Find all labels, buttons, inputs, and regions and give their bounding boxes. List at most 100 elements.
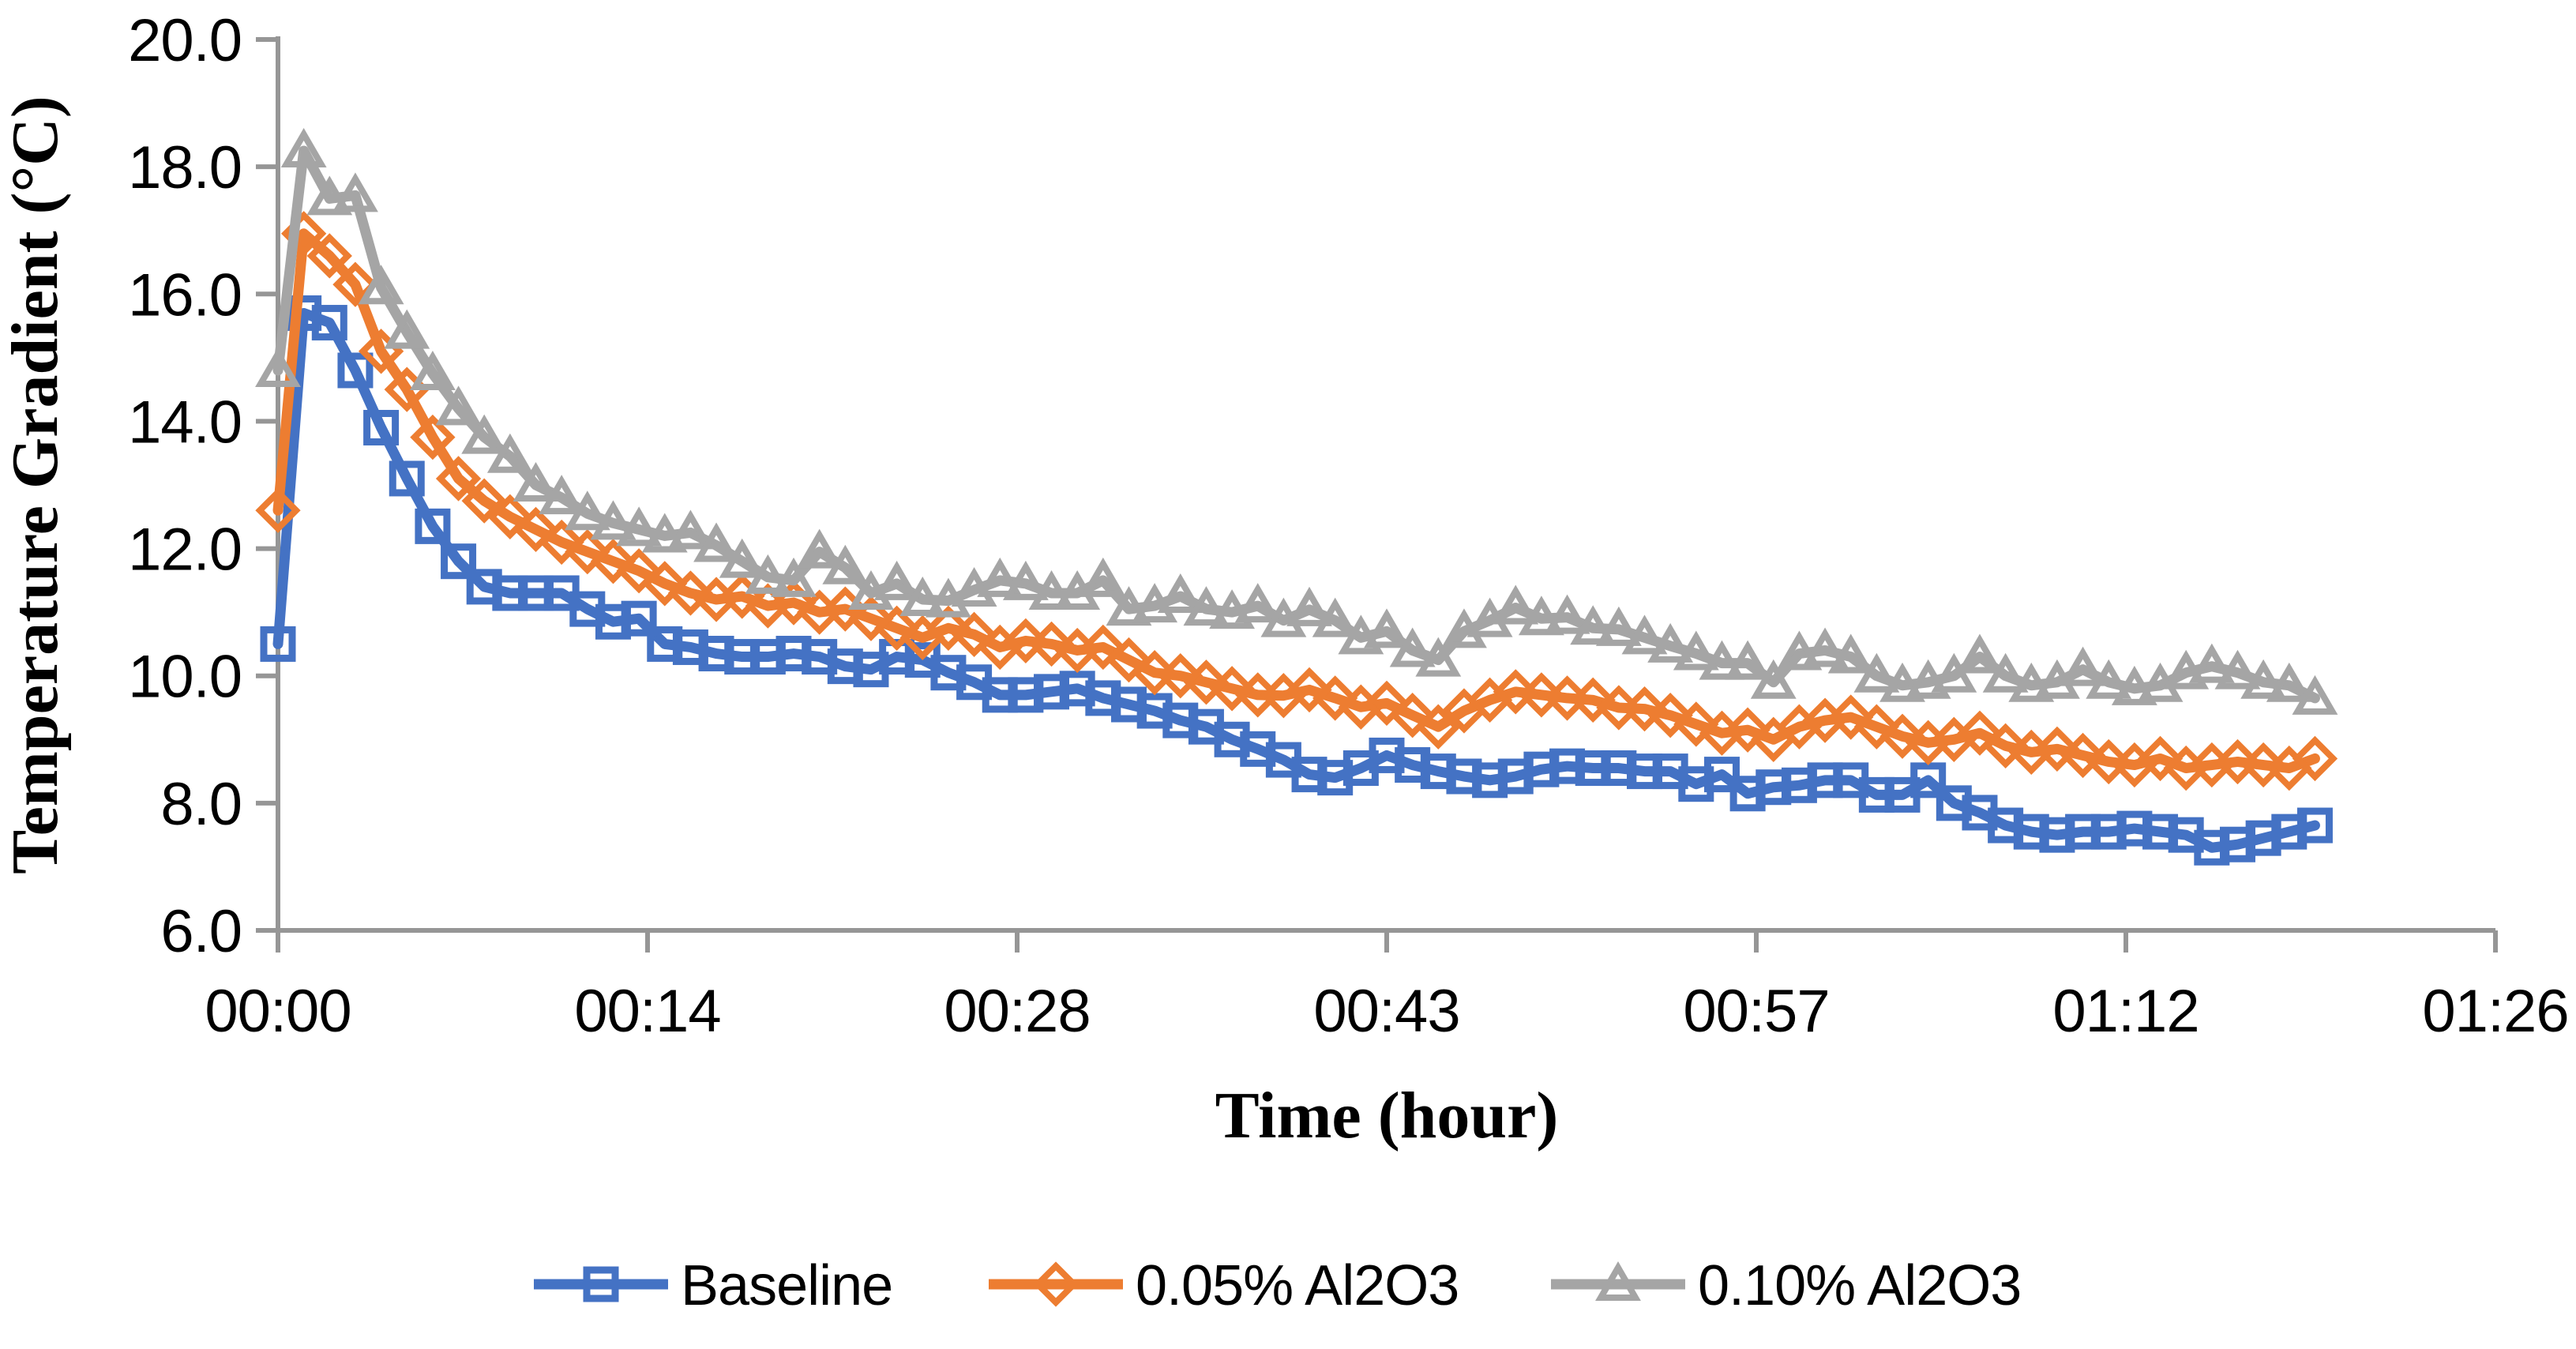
legend-item-baseline: Baseline [534, 1254, 893, 1317]
diamond-marker [1312, 675, 1358, 721]
diamond-marker [2240, 742, 2286, 788]
diamond-marker [1982, 723, 2029, 768]
triangle-marker [1957, 633, 2003, 674]
square-marker [389, 460, 425, 497]
y-tick-label: 18.0 [128, 134, 242, 201]
triangle-marker [1750, 659, 1797, 699]
diamond-marker [848, 596, 894, 641]
diamond-marker [2060, 732, 2106, 779]
triangle-marker [1595, 1261, 1641, 1301]
triangle-marker [1106, 586, 1152, 626]
triangle-marker [1234, 583, 1281, 623]
triangle-marker [486, 433, 533, 473]
triangle-marker [977, 557, 1023, 597]
diamond-marker [1673, 701, 1719, 747]
y-tick-label: 10.0 [128, 644, 242, 711]
triangle-marker [1570, 605, 1617, 645]
triangle-marker [564, 490, 610, 531]
triangle-marker [1827, 633, 1874, 674]
y-tick-label: 20.0 [128, 7, 242, 74]
diamond-marker [1519, 672, 1564, 718]
triangle-marker [1982, 652, 2029, 693]
square-marker [415, 508, 451, 544]
square-marker [363, 409, 400, 445]
square-marker [441, 543, 477, 580]
diamond-marker [1080, 624, 1126, 671]
triangle-marker [1673, 630, 1719, 671]
diamond-marker [487, 494, 533, 539]
diamond-marker [590, 539, 636, 584]
y-axis-title: Temperature Gradient (°C) [0, 96, 72, 874]
triangle-marker [2060, 646, 2106, 686]
triangle-marker [1415, 637, 1462, 677]
triangle-marker [771, 557, 817, 597]
y-tick-label: 12.0 [128, 517, 242, 584]
legend-label: 0.10% Al2O3 [1698, 1254, 2021, 1317]
triangle-marker [2188, 643, 2235, 683]
diamond-marker [1033, 1261, 1079, 1307]
triangle-marker [1905, 659, 1951, 699]
triangle-marker [1286, 586, 1332, 626]
triangle-marker [641, 513, 688, 553]
square-marker [337, 352, 374, 389]
x-tick-label: 00:43 [1313, 978, 1459, 1045]
triangle-marker [1389, 627, 1436, 667]
triangle-marker [2214, 649, 2261, 690]
y-tick-label: 8.0 [160, 771, 242, 838]
diamond-marker [332, 261, 378, 307]
triangle-marker [693, 522, 740, 562]
triangle-marker [822, 544, 869, 584]
triangle-marker [590, 500, 636, 540]
square-marker [1703, 757, 1740, 793]
triangle-marker [332, 172, 378, 212]
triangle-marker [1647, 622, 1694, 663]
square-marker [2296, 807, 2333, 844]
x-tick-label: 00:28 [944, 978, 1090, 1045]
diamond-marker [1364, 680, 1410, 727]
triangle-marker [1157, 573, 1204, 613]
diamond-marker [667, 570, 714, 616]
series-markers [255, 211, 2338, 791]
series-baseline [260, 295, 2333, 866]
y-tick-label: 6.0 [160, 898, 242, 965]
triangle-marker [1776, 630, 1823, 671]
diamond-marker [873, 605, 920, 651]
triangle-marker [2292, 674, 2338, 715]
triangle-marker [306, 175, 353, 216]
square-marker [621, 600, 657, 637]
series-0-05-al2o3 [255, 211, 2338, 791]
diamond-marker [461, 478, 507, 524]
triangle-marker [1544, 594, 1590, 634]
diamond-marker [1879, 713, 1925, 759]
diamond-marker [1132, 650, 1177, 696]
diamond-marker [1106, 637, 1152, 683]
diamond-marker [2086, 738, 2131, 785]
diamond-marker [1725, 707, 1771, 753]
series-markers [260, 295, 2333, 866]
series-0-10-al2o3 [255, 128, 2338, 715]
diamond-marker [1415, 704, 1461, 750]
triangle-marker [513, 462, 559, 502]
y-tick-label: 14.0 [128, 389, 242, 456]
square-marker [311, 305, 347, 341]
triangle-marker [1002, 560, 1049, 600]
diamond-marker [1621, 686, 1668, 732]
triangle-marker [796, 528, 843, 569]
triangle-marker [2086, 659, 2132, 699]
triangle-marker [2266, 662, 2312, 702]
diamond-marker [1286, 667, 1332, 713]
diamond-marker [435, 456, 482, 502]
triangle-marker [899, 577, 946, 617]
triangle-marker [1518, 596, 1564, 636]
diamond-marker [2292, 735, 2338, 782]
legend-label: Baseline [681, 1254, 892, 1317]
triangle-marker [1699, 640, 1745, 680]
triangle-marker [280, 128, 327, 167]
triangle-marker [409, 351, 456, 390]
triangle-marker [2111, 665, 2157, 705]
triangle-marker [1725, 640, 1771, 680]
triangle-marker [719, 538, 765, 578]
triangle-marker [358, 265, 404, 305]
